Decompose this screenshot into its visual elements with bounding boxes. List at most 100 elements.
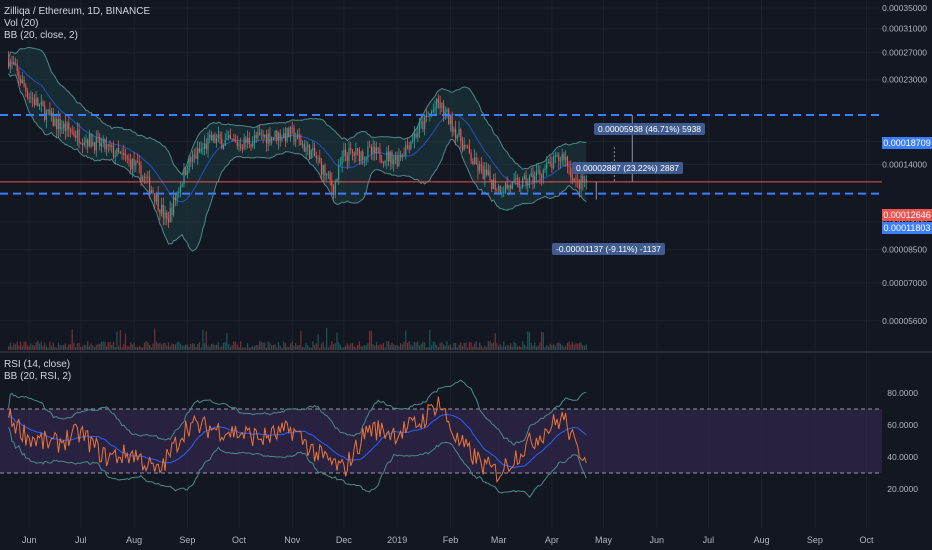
volume-bar [439,343,441,350]
volume-bar [429,330,431,350]
candle-body [140,165,142,182]
candle-body [221,138,223,149]
rsi-indicator-label[interactable]: RSI (14, close) [4,359,71,370]
volume-bar [332,344,335,350]
volume-bar [528,332,531,350]
candle-body [75,135,77,138]
candle-body [412,141,414,142]
rsi-pane[interactable]: 80.0000 60.0000 40.0000 20.0000 RSI (14, cl… [0,353,932,528]
volume-bar [412,346,414,350]
candle-body [247,137,249,143]
volume-bar [274,343,276,350]
volume-bar [204,343,206,350]
measure-label-3[interactable]: -0.00001137 (-9.11%) -1137 [552,243,665,255]
volume-bar [386,341,388,350]
price-tick-label: 0.00008500 [882,245,927,255]
candle-body [504,183,507,193]
volume-bar [69,344,72,350]
volume-bar [119,330,121,350]
time-axis[interactable]: Jun Jul Aug Sep Oct Nov Dec 2019 Feb Mar Apr May Jun… [0,528,932,550]
candle-body [142,176,144,182]
candle-body [25,86,27,92]
volume-indicator-label[interactable]: Vol (20) [4,18,39,29]
bollinger-indicator-label[interactable]: BB (20, close, 2) [4,30,78,41]
measure-label-2[interactable]: 0.00002887 (23.22%) 2887 [572,162,684,174]
time-tick-label: Oct [859,535,874,545]
candle-body [566,156,568,167]
candle-body [185,168,187,176]
candle-body [322,165,324,175]
volume-bar [224,342,226,350]
volume-bar [367,343,369,350]
volume-bar [197,344,199,350]
volume-bar [345,346,347,350]
rsi-bb-indicator-label[interactable]: BB (20, RSI, 2) [4,371,72,382]
price-pane[interactable]: 0.00035000 0.00031000 0.00027000 0.00023000… [0,0,932,352]
volume-bar [492,342,494,350]
volume-bar [584,345,586,350]
candle-body [179,186,182,193]
volume-bar [523,344,525,350]
candle-body [262,133,264,137]
candle-body [401,154,403,158]
candle-body [350,148,352,151]
candle-body [114,155,116,157]
candle-body [542,170,544,178]
candle-body [207,137,209,150]
volume-bar [192,343,194,350]
measure-label-1[interactable]: 0.00005938 (46.71%) 5938 [594,123,706,135]
candle-body [461,141,464,151]
volume-bar [54,347,56,350]
volume-bar [243,347,245,350]
volume-bar [388,341,390,350]
volume-bar [424,342,426,350]
volume-bar [365,344,367,350]
candle-body [14,64,17,66]
candle-body [88,133,90,147]
volume-bar [326,328,328,350]
volume-bar [486,347,488,350]
volume-bar [178,341,180,350]
candle-body [240,144,242,149]
candle-body [190,157,192,162]
rsi-tick-label: 80.0000 [887,388,918,398]
volume-bar [102,341,104,350]
volume-bar [334,343,336,350]
candle-body [565,156,567,161]
volume-bar [307,345,309,350]
volume-bar [64,343,66,350]
volume-bar [90,343,92,350]
candle-body [28,97,30,99]
price-chart[interactable]: 0.00035000 0.00031000 0.00027000 0.00023000… [0,0,932,352]
volume-bar [551,344,553,350]
volume-bar [513,341,515,350]
level-high-tag: 0.00018709 [882,137,932,149]
candle-body [136,161,139,163]
volume-bar [265,347,268,350]
candle-body [510,185,512,189]
candle-body [443,103,445,115]
volume-bar [441,342,443,350]
volume-bar [470,342,472,350]
candle-body [511,181,513,189]
bb-lower-line [8,73,587,252]
candle-body [487,170,489,175]
candle-body [32,97,34,99]
volume-bar [161,344,163,350]
candle-body [59,118,61,130]
candle-body [130,159,132,170]
symbol-title[interactable]: Zilliqa / Ethereum, 1D, BINANCE [4,6,151,17]
candle-body [408,145,410,150]
volume-bar [150,347,152,350]
volume-bar [66,346,68,350]
level-low-tag: 0.00011803 [882,222,932,234]
volume-bar [571,341,574,350]
candle-body [181,184,183,187]
candle-body [436,98,438,109]
time-tick-label: Sep [807,535,823,545]
volume-bar [272,344,274,350]
volume-bar [415,342,417,350]
rsi-chart[interactable]: 80.0000 60.0000 40.0000 20.0000 [0,353,932,528]
pane-divider[interactable] [0,351,932,353]
volume-bar [205,331,207,350]
